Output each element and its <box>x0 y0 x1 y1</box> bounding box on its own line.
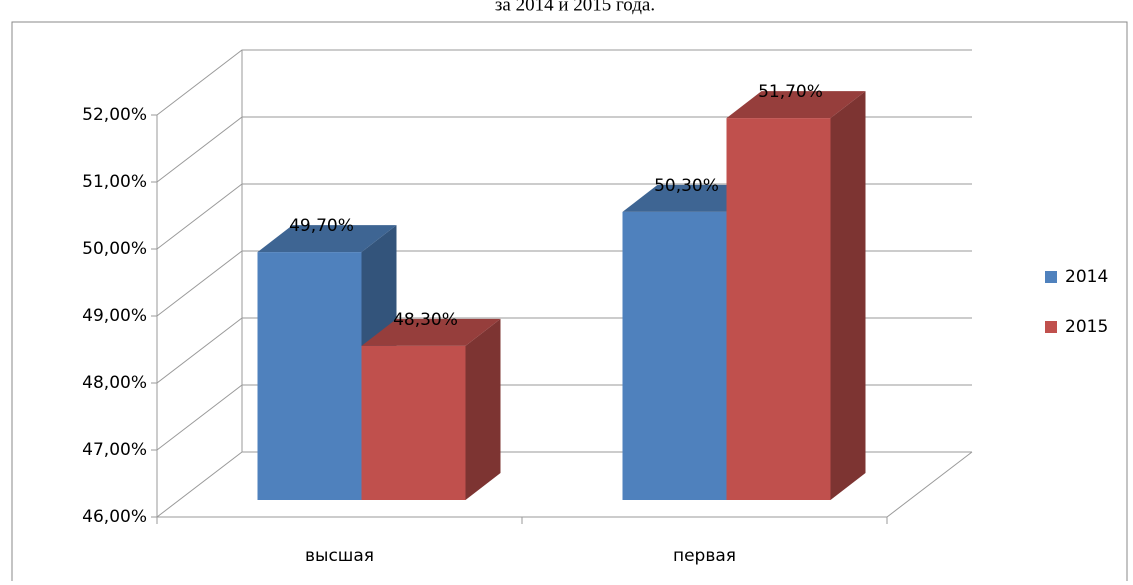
grid-line <box>156 49 972 116</box>
bar-top <box>257 225 397 253</box>
chart-border <box>11 21 1128 585</box>
legend-label: 2014 <box>1065 267 1108 287</box>
y-tick-label: 50,00% <box>82 239 147 259</box>
bar <box>257 252 362 500</box>
y-tick-label: 51,00% <box>82 172 147 192</box>
bar <box>726 118 831 500</box>
data-label: 50,30% <box>654 176 719 196</box>
y-tick-label: 47,00% <box>82 440 147 460</box>
bar <box>361 345 466 500</box>
bar <box>622 211 727 500</box>
chart-title: за 2014 и 2015 года. <box>495 0 655 15</box>
legend-label: 2015 <box>1065 317 1108 337</box>
data-label: 51,70% <box>758 82 823 102</box>
x-tick-label: первая <box>673 546 736 566</box>
data-label: 49,70% <box>289 216 354 236</box>
y-tick-label: 52,00% <box>82 105 147 125</box>
x-tick-label: высшая <box>305 546 374 566</box>
axis-line <box>886 451 973 518</box>
bar-side <box>830 91 866 500</box>
data-label: 48,30% <box>393 310 458 330</box>
bar-top <box>726 91 866 119</box>
legend-swatch <box>1045 321 1057 333</box>
y-tick-label: 48,00% <box>82 373 147 393</box>
bar-side <box>465 318 501 500</box>
y-tick-label: 46,00% <box>82 507 147 527</box>
legend-swatch <box>1045 271 1057 283</box>
bar-top <box>361 318 501 346</box>
y-tick-label: 49,00% <box>82 306 147 326</box>
